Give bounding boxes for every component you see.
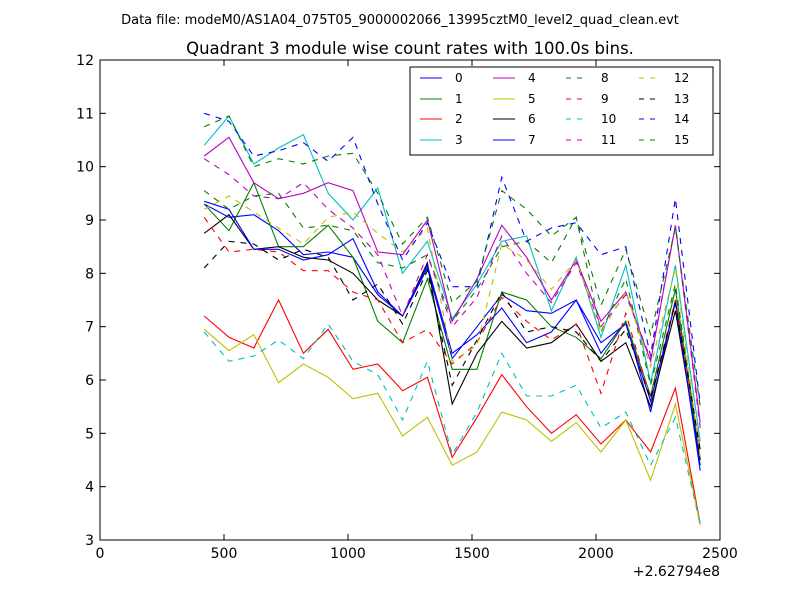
legend-label-12: 12 bbox=[674, 71, 689, 85]
legend-label-8: 8 bbox=[601, 71, 609, 85]
x-tick-label: 1500 bbox=[454, 546, 490, 562]
x-tick-label: 500 bbox=[211, 546, 238, 562]
legend-label-3: 3 bbox=[455, 133, 463, 147]
x-offset-label: +2.62794e8 bbox=[633, 564, 720, 580]
y-tick-label: 5 bbox=[85, 426, 94, 442]
legend-label-7: 7 bbox=[528, 133, 536, 147]
legend-label-6: 6 bbox=[528, 112, 536, 126]
series-layer bbox=[203, 112, 701, 526]
series-line-1 bbox=[203, 181, 701, 461]
legend-frame bbox=[409, 66, 714, 156]
y-tick-label: 4 bbox=[85, 480, 94, 496]
series-line-7 bbox=[204, 200, 701, 466]
y-tick-label: 11 bbox=[76, 106, 94, 122]
y-tick-label: 10 bbox=[76, 160, 94, 176]
x-tick-label: 1000 bbox=[330, 546, 366, 562]
series-line-14 bbox=[204, 112, 701, 405]
legend-label-13: 13 bbox=[674, 92, 689, 106]
series-line-3 bbox=[203, 115, 701, 442]
y-tick-label: 9 bbox=[85, 213, 94, 229]
y-tick-label: 12 bbox=[76, 53, 94, 69]
y-tick-label: 8 bbox=[85, 266, 94, 282]
series-line-9 bbox=[203, 216, 701, 450]
series-line-15 bbox=[203, 115, 701, 407]
series-line-10 bbox=[203, 323, 701, 525]
series-line-2 bbox=[203, 298, 701, 525]
legend-label-2: 2 bbox=[455, 112, 463, 126]
legend-label-15: 15 bbox=[674, 133, 689, 147]
x-tick-label: 0 bbox=[96, 546, 105, 562]
legend-label-5: 5 bbox=[528, 92, 536, 106]
series-line-6 bbox=[203, 213, 701, 461]
legend-label-0: 0 bbox=[455, 71, 463, 85]
x-tick-label: 2000 bbox=[578, 546, 614, 562]
chart-title: Quadrant 3 module wise count rates with … bbox=[186, 39, 634, 58]
y-tick-label: 7 bbox=[85, 320, 94, 336]
legend-label-11: 11 bbox=[601, 133, 616, 147]
series-line-4 bbox=[203, 136, 701, 423]
legend-label-1: 1 bbox=[455, 92, 463, 106]
legend-label-14: 14 bbox=[674, 112, 689, 126]
series-line-5 bbox=[203, 328, 701, 526]
plot-frame bbox=[99, 59, 721, 541]
series-line-8 bbox=[203, 190, 701, 455]
series-line-12 bbox=[203, 195, 701, 458]
y-tick-label: 3 bbox=[85, 533, 94, 549]
legend-label-10: 10 bbox=[601, 112, 616, 126]
series-line-13 bbox=[203, 240, 701, 450]
legend-label-4: 4 bbox=[528, 71, 536, 85]
x-tick-label: 2500 bbox=[702, 546, 738, 562]
y-tick-label: 6 bbox=[85, 373, 94, 389]
suptitle: Data file: modeM0/AS1A04_075T05_90000020… bbox=[121, 13, 679, 28]
legend-label-9: 9 bbox=[601, 92, 609, 106]
